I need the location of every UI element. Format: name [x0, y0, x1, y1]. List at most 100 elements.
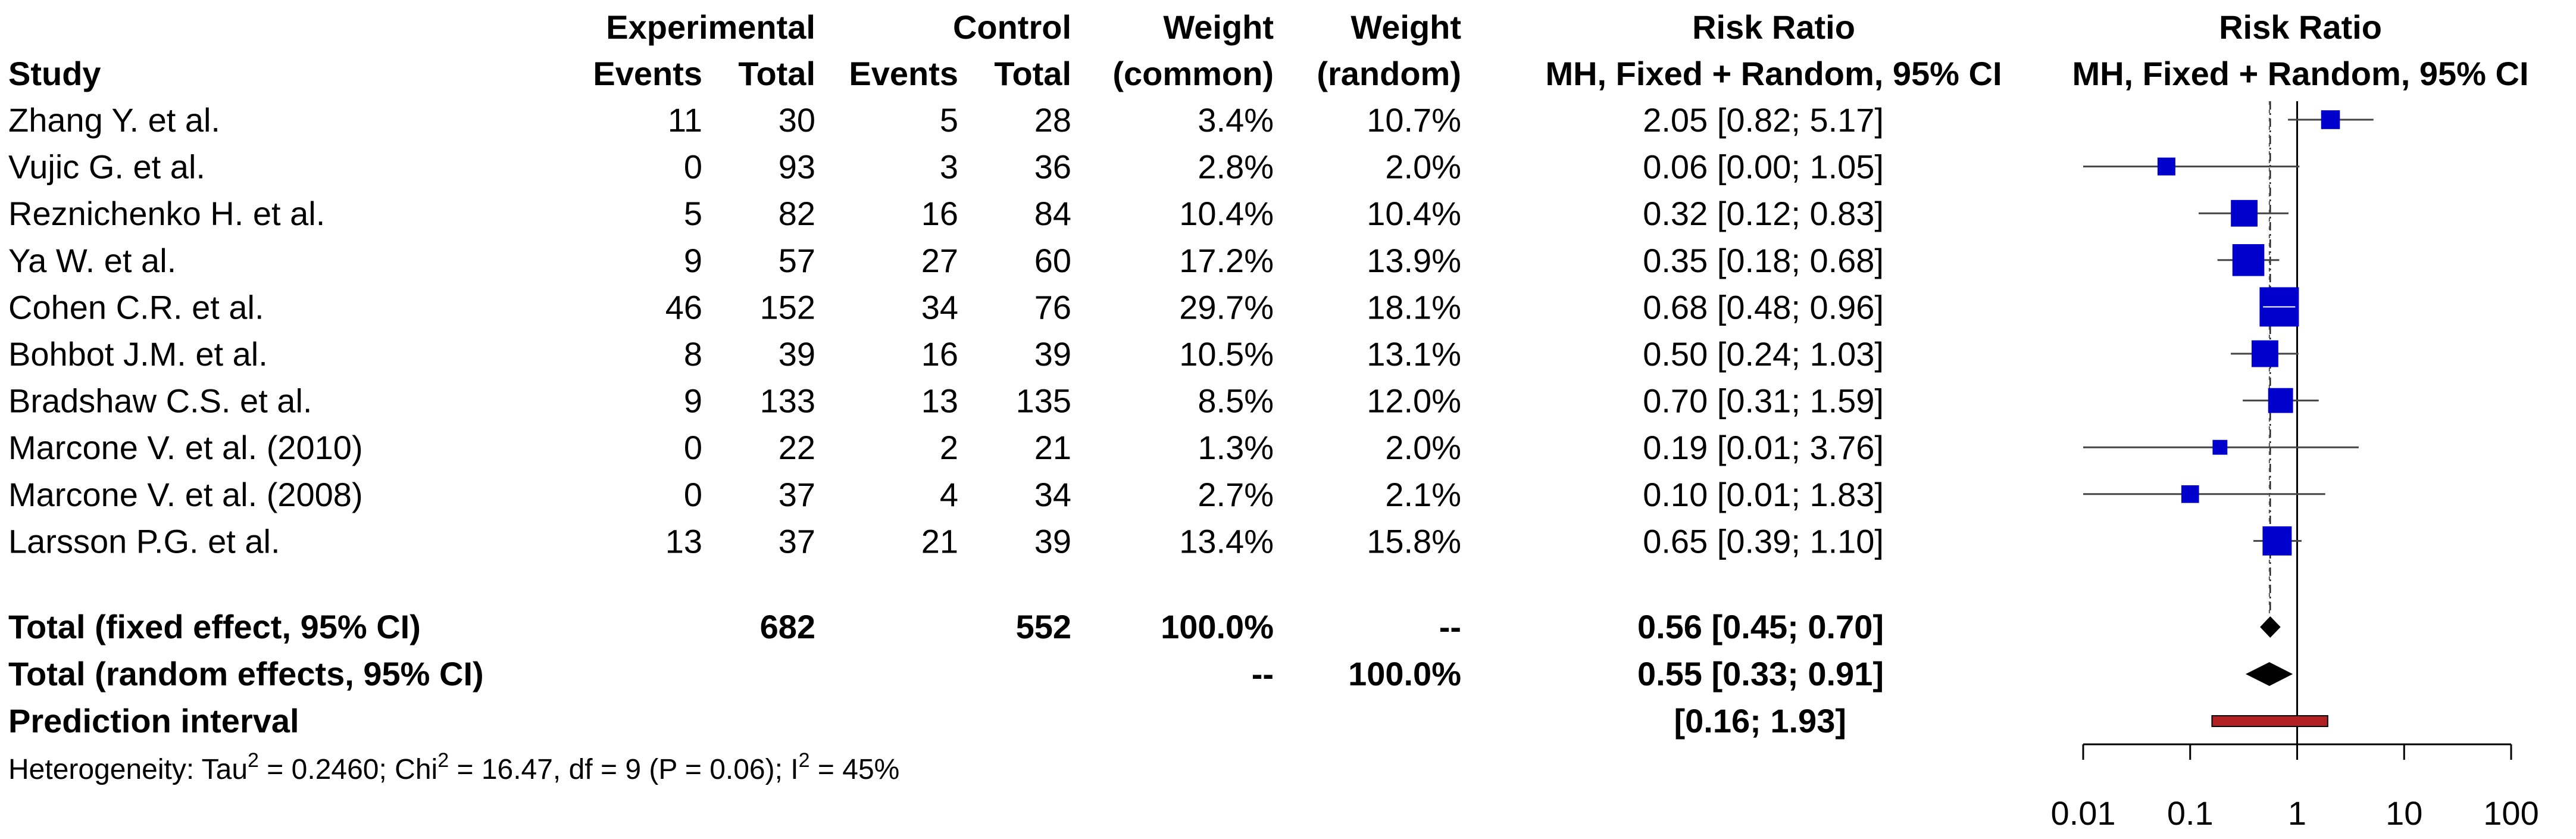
- exp-events: 8: [684, 335, 702, 373]
- exp-events: 0: [684, 429, 702, 466]
- study-marker: [2083, 439, 2359, 455]
- weight-random: 2.0%: [1385, 148, 1461, 186]
- ctrl-events: 3: [940, 148, 958, 186]
- weight-common: 8.5%: [1198, 382, 1274, 420]
- exp-total: 57: [779, 242, 815, 279]
- weight-random: 10.4%: [1367, 195, 1461, 232]
- ci-text: 0.06 [0.00; 1.05]: [1643, 148, 1884, 186]
- prediction-ci-text: [0.16; 1.93]: [1674, 702, 1847, 740]
- exp-total: 37: [779, 522, 815, 560]
- random-effect-diamond: [2245, 662, 2293, 686]
- weight-common: 2.7%: [1198, 476, 1274, 513]
- weight-random: 2.1%: [1385, 476, 1461, 513]
- exp-events: 0: [684, 476, 702, 513]
- table-row: Cohen C.R. et al. 46 152 34 76 29.7% 18.1% 0.68…: [8, 288, 1884, 326]
- ctrl-total: 39: [1034, 335, 1071, 373]
- weight-common: 13.4%: [1179, 522, 1274, 560]
- ctrl-events: 16: [921, 335, 958, 373]
- ctrl-events: 34: [921, 288, 958, 326]
- weight-common: 1.3%: [1198, 429, 1274, 466]
- exp-events: 9: [684, 382, 702, 420]
- header-experimental: Experimental: [606, 8, 815, 46]
- random-label: Total (random effects, 95% CI): [8, 655, 484, 693]
- ctrl-events: 2: [940, 429, 958, 466]
- effect-square: [2212, 439, 2228, 455]
- effect-square: [2268, 388, 2293, 413]
- study-name: Reznichenko H. et al.: [8, 195, 325, 232]
- header-weight-common-sub: (common): [1112, 55, 1274, 92]
- exp-events: 13: [665, 522, 702, 560]
- effect-square: [2157, 157, 2175, 176]
- effect-square: [2262, 526, 2292, 556]
- weight-random: 13.9%: [1367, 242, 1461, 279]
- study-name: Cohen C.R. et al.: [8, 288, 264, 326]
- study-name: Zhang Y. et al.: [8, 101, 220, 139]
- ctrl-total: 21: [1034, 429, 1071, 466]
- ctrl-total: 39: [1034, 522, 1071, 560]
- ctrl-events: 4: [940, 476, 958, 513]
- ci-text: 0.32 [0.12; 0.83]: [1643, 195, 1884, 232]
- ci-text: 0.50 [0.24; 1.03]: [1643, 335, 1884, 373]
- table-row: Larsson P.G. et al. 13 37 21 39 13.4% 15.8% 0.6…: [8, 522, 1884, 560]
- study-marker: [2253, 526, 2302, 556]
- header-ctrl-events: Events: [849, 55, 958, 92]
- effect-square: [2251, 340, 2278, 367]
- summary-rows: Total (fixed effect, 95% CI) 682 552 100…: [8, 608, 1884, 740]
- exp-events: 9: [684, 242, 702, 279]
- table-row: Bohbot J.M. et al. 8 39 16 39 10.5% 13.1% 0.50 …: [8, 335, 1884, 373]
- ctrl-events: 21: [921, 522, 958, 560]
- weight-random: 13.1%: [1367, 335, 1461, 373]
- ci-text: 0.70 [0.31; 1.59]: [1643, 382, 1884, 420]
- ctrl-total: 135: [1016, 382, 1071, 420]
- study-name: Vujic G. et al.: [8, 148, 205, 186]
- prediction-interval-bar: [2211, 715, 2328, 727]
- x-axis-tick-label: 1: [2288, 794, 2306, 832]
- ctrl-events: 27: [921, 242, 958, 279]
- study-marker: [2083, 485, 2325, 503]
- ctrl-total: 34: [1034, 476, 1071, 513]
- effect-square: [2321, 110, 2340, 129]
- header-weight-common: Weight: [1163, 8, 1274, 46]
- study-marker: [2083, 157, 2300, 176]
- effect-square: [2181, 485, 2199, 503]
- exp-total: 39: [779, 335, 815, 373]
- exp-total: 22: [779, 429, 815, 466]
- exp-total: 30: [779, 101, 815, 139]
- x-axis-tick-label: 0.1: [2167, 794, 2214, 832]
- weight-common: 17.2%: [1179, 242, 1274, 279]
- ctrl-total: 36: [1034, 148, 1071, 186]
- ci-text: 0.19 [0.01; 3.76]: [1643, 429, 1884, 466]
- random-ci-text: 0.55 [0.33; 0.91]: [1637, 655, 1884, 693]
- weight-common: 3.4%: [1198, 101, 1274, 139]
- study-name: Ya W. et al.: [8, 242, 176, 279]
- header-rr-method: MH, Fixed + Random, 95% CI: [1545, 55, 2002, 92]
- plot-header-risk-ratio: Risk Ratio: [2219, 8, 2382, 46]
- exp-total: 82: [779, 195, 815, 232]
- exp-events: 46: [665, 288, 702, 326]
- study-marker: [2217, 244, 2280, 276]
- exp-total: 37: [779, 476, 815, 513]
- study-marker: [2288, 110, 2374, 129]
- table-row: Marcone V. et al. (2008) 0 37 4 34 2.7% 2.1% 0.…: [8, 476, 1884, 513]
- ci-text: 0.35 [0.18; 0.68]: [1643, 242, 1884, 279]
- fixed-exp-total: 682: [760, 608, 815, 645]
- x-axis-tick-label: 0.01: [2051, 794, 2116, 832]
- exp-total: 152: [760, 288, 815, 326]
- header-ctrl-total: Total: [994, 55, 1071, 92]
- fixed-label: Total (fixed effect, 95% CI): [8, 608, 421, 645]
- header-control: Control: [953, 8, 1071, 46]
- table-header: Experimental Control Weight Weight Risk …: [8, 8, 2529, 92]
- header-exp-events: Events: [593, 55, 702, 92]
- study-name: Bohbot J.M. et al.: [8, 335, 268, 373]
- ci-text: 0.65 [0.39; 1.10]: [1643, 522, 1884, 560]
- weight-common: 29.7%: [1179, 288, 1274, 326]
- weight-random: 18.1%: [1367, 288, 1461, 326]
- header-risk-ratio: Risk Ratio: [1692, 8, 1855, 46]
- ctrl-events: 16: [921, 195, 958, 232]
- random-w-common: --: [1252, 655, 1274, 693]
- header-weight-random-sub: (random): [1317, 55, 1461, 92]
- exp-total: 93: [779, 148, 815, 186]
- random-w-random: 100.0%: [1348, 655, 1461, 693]
- weight-random: 12.0%: [1367, 382, 1461, 420]
